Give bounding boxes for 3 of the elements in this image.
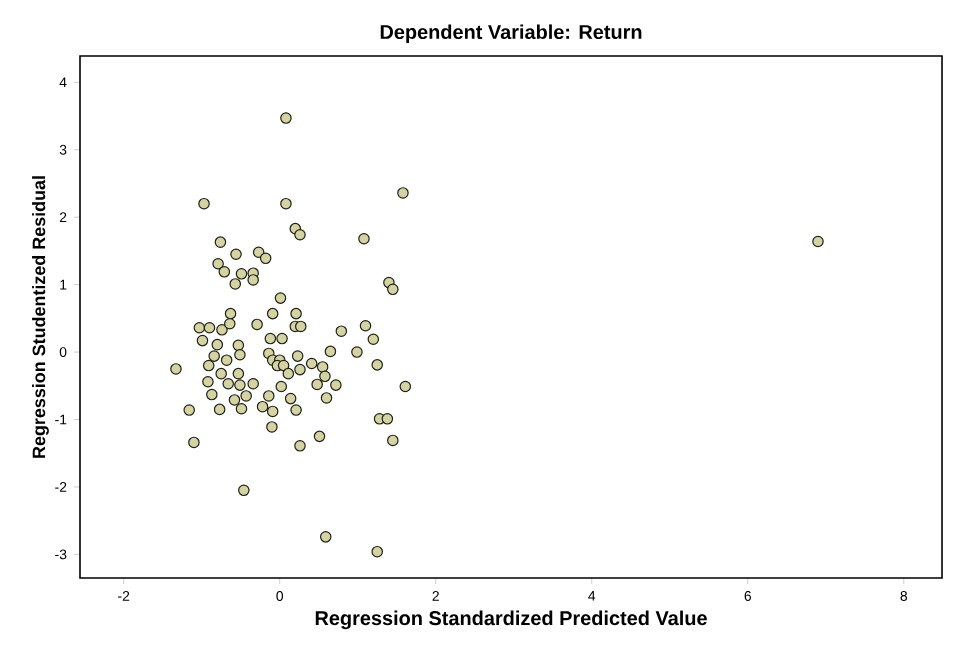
x-axis-title: Regression Standardized Predicted Value: [315, 610, 707, 630]
y-axis-title: Regression Studentized Residual: [32, 176, 49, 458]
chart-title: Dependent Variable: Return: [380, 24, 642, 43]
